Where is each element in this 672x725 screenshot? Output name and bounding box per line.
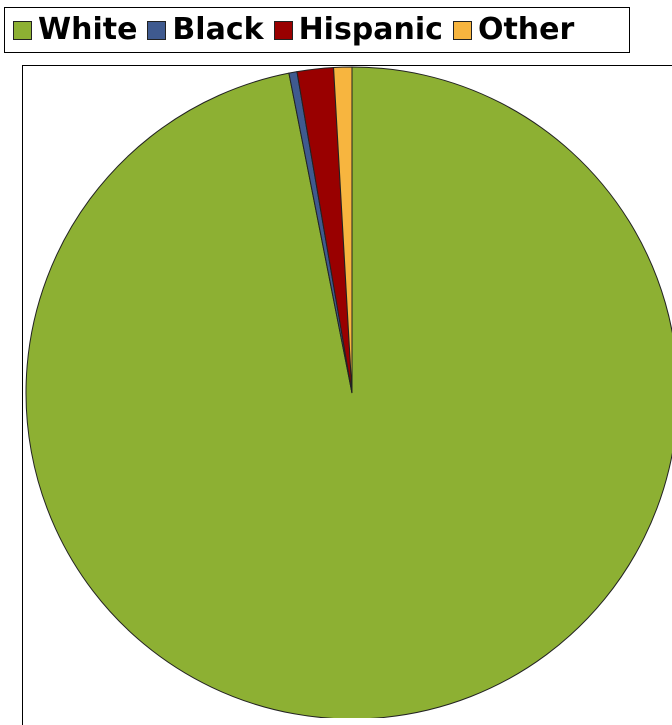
legend-item-other: Other — [452, 12, 575, 47]
legend-item-hispanic: Hispanic — [273, 12, 443, 47]
legend-item-black: Black — [147, 12, 264, 47]
pie-slices — [25, 66, 672, 718]
legend-swatch-hispanic — [273, 20, 293, 40]
pie-slice-other — [333, 66, 353, 394]
legend-swatch-other — [452, 20, 472, 40]
plot-area — [22, 65, 672, 725]
legend-label-hispanic: Hispanic — [298, 12, 443, 47]
legend-swatch-black — [147, 20, 167, 40]
legend-swatch-white — [13, 20, 32, 40]
legend-item-white: White — [13, 15, 137, 45]
legend-label-other: Other — [477, 12, 575, 47]
chart-legend: White Black Hispanic Other — [4, 7, 630, 53]
legend-label-white: White — [38, 12, 138, 47]
legend-label-black: Black — [172, 12, 264, 47]
pie-slice-white — [25, 66, 672, 718]
